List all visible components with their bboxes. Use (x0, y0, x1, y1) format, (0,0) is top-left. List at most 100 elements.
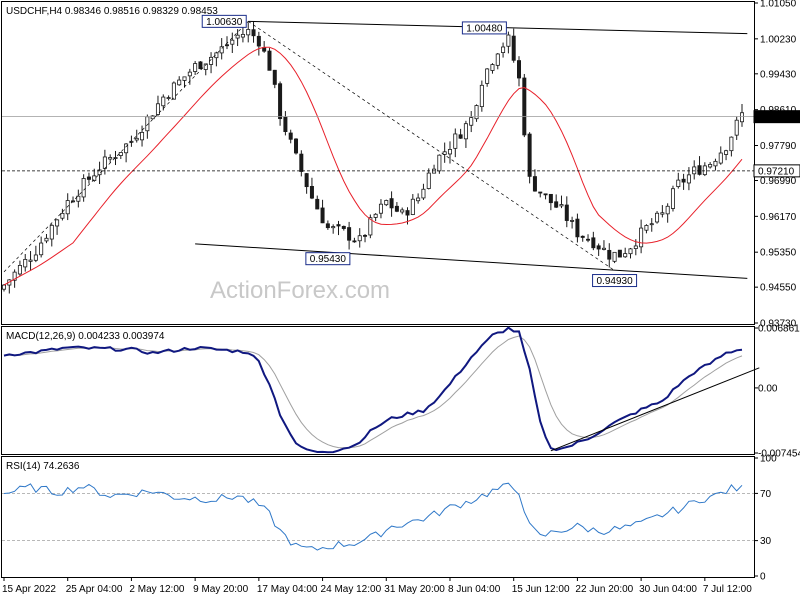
candle-body (676, 179, 681, 188)
price-tick-label: 1.00230 (760, 34, 797, 45)
candle-body (240, 33, 245, 38)
x-tick-label: 30 Jun 04:00 (639, 584, 697, 595)
candle-body (256, 35, 261, 47)
candle-body (501, 46, 506, 53)
price-annotation-label: 0.94930 (596, 276, 633, 287)
candle-body (692, 166, 697, 175)
candle-body (665, 205, 670, 215)
candle-body (357, 235, 362, 242)
candle-body (203, 63, 208, 70)
candle-body (325, 223, 330, 229)
candle-body (49, 224, 54, 240)
candle-body (660, 212, 665, 215)
candle-body (740, 112, 745, 123)
candle-body (474, 105, 479, 120)
candle-body (437, 154, 442, 172)
x-tick-label: 31 May 20:00 (384, 584, 445, 595)
x-tick-label: 2 May 12:00 (129, 584, 184, 595)
candle-body (315, 198, 320, 210)
candle-body (283, 116, 288, 132)
rsi-line (3, 482, 743, 551)
candle-body (410, 198, 415, 215)
candle-body (724, 150, 729, 155)
candle-body (134, 137, 139, 141)
candle-body (124, 143, 129, 154)
candle-body (309, 186, 314, 199)
x-tick-label: 22 Jun 20:00 (575, 584, 633, 595)
price-tick-label: 0.99430 (760, 69, 797, 80)
candle-body (288, 132, 293, 140)
candle-body (400, 209, 405, 213)
candle-body (469, 117, 474, 126)
candle-body (453, 133, 458, 149)
price-tick-label: 1.01050 (760, 0, 797, 10)
candle-body (347, 227, 352, 241)
candle-body (2, 284, 7, 290)
candle-body (426, 172, 431, 189)
candle-body (352, 240, 357, 243)
candle-body (378, 203, 383, 214)
candle-body (44, 237, 49, 242)
candle-body (644, 225, 649, 231)
price-trendline (248, 21, 615, 271)
candle-body (113, 157, 118, 159)
candle-body (729, 136, 734, 152)
candle-body (336, 224, 341, 227)
candle-body (193, 63, 198, 72)
candle-body (230, 39, 235, 45)
current-price-tag: 0.98453 (758, 112, 795, 123)
candle-body (33, 254, 38, 261)
price-tick-label: 0.96170 (760, 212, 797, 223)
candle-body (177, 79, 182, 86)
candle-body (681, 178, 686, 183)
candle-body (442, 151, 447, 155)
x-tick-label: 25 Apr 04:00 (66, 584, 123, 595)
candle-body (166, 97, 171, 100)
candle-body (394, 205, 399, 212)
candle-body (670, 188, 675, 209)
price-tick-label: 0.95350 (760, 248, 797, 259)
candle-body (320, 207, 325, 224)
candle-body (586, 238, 591, 241)
candle-body (718, 152, 723, 164)
macd-signal-line (3, 335, 743, 449)
watermark: ActionForex.com (210, 277, 390, 304)
candle-body (363, 234, 368, 237)
candle-body (262, 47, 267, 52)
price-annotation-box (592, 274, 638, 288)
x-tick-label: 24 May 12:00 (321, 584, 382, 595)
candle-body (187, 71, 192, 77)
candle-body (522, 77, 527, 136)
candle-body (702, 165, 707, 176)
price-plot: 1.00630 1.00480 0.95430 0.94930 (2, 14, 754, 294)
candle-body (463, 123, 468, 140)
candle-body (416, 197, 421, 202)
candle-body (554, 201, 559, 208)
candle-body (171, 82, 176, 100)
price-tick-label: 0.93730 (760, 319, 797, 330)
candle-body (479, 84, 484, 108)
candle-body (272, 69, 277, 85)
candle-body (633, 245, 638, 249)
candle-body (517, 60, 522, 79)
candle-body (267, 50, 272, 71)
x-tick-label: 8 Jun 04:00 (448, 584, 501, 595)
candle-body (485, 68, 490, 84)
symbol-header: USDCHF,H4 0.98346 0.98516 0.98329 0.9845… (6, 6, 218, 17)
candle-body (548, 193, 553, 204)
level-price-tag-box (753, 164, 800, 178)
candle-body (92, 175, 97, 181)
candle-body (341, 225, 346, 229)
x-tick-label: 15 Jun 12:00 (512, 584, 570, 595)
rsi-tick-label: 30 (760, 536, 772, 547)
macd-tick-label: 0.006861 (758, 324, 800, 335)
candle-body (596, 245, 601, 250)
candle-body (628, 248, 633, 255)
candle-body (12, 271, 17, 281)
candle-body (373, 213, 378, 218)
macd-tick-label: 0.00 (758, 383, 778, 394)
candle-body (564, 204, 569, 221)
price-annotation-box (305, 252, 351, 266)
